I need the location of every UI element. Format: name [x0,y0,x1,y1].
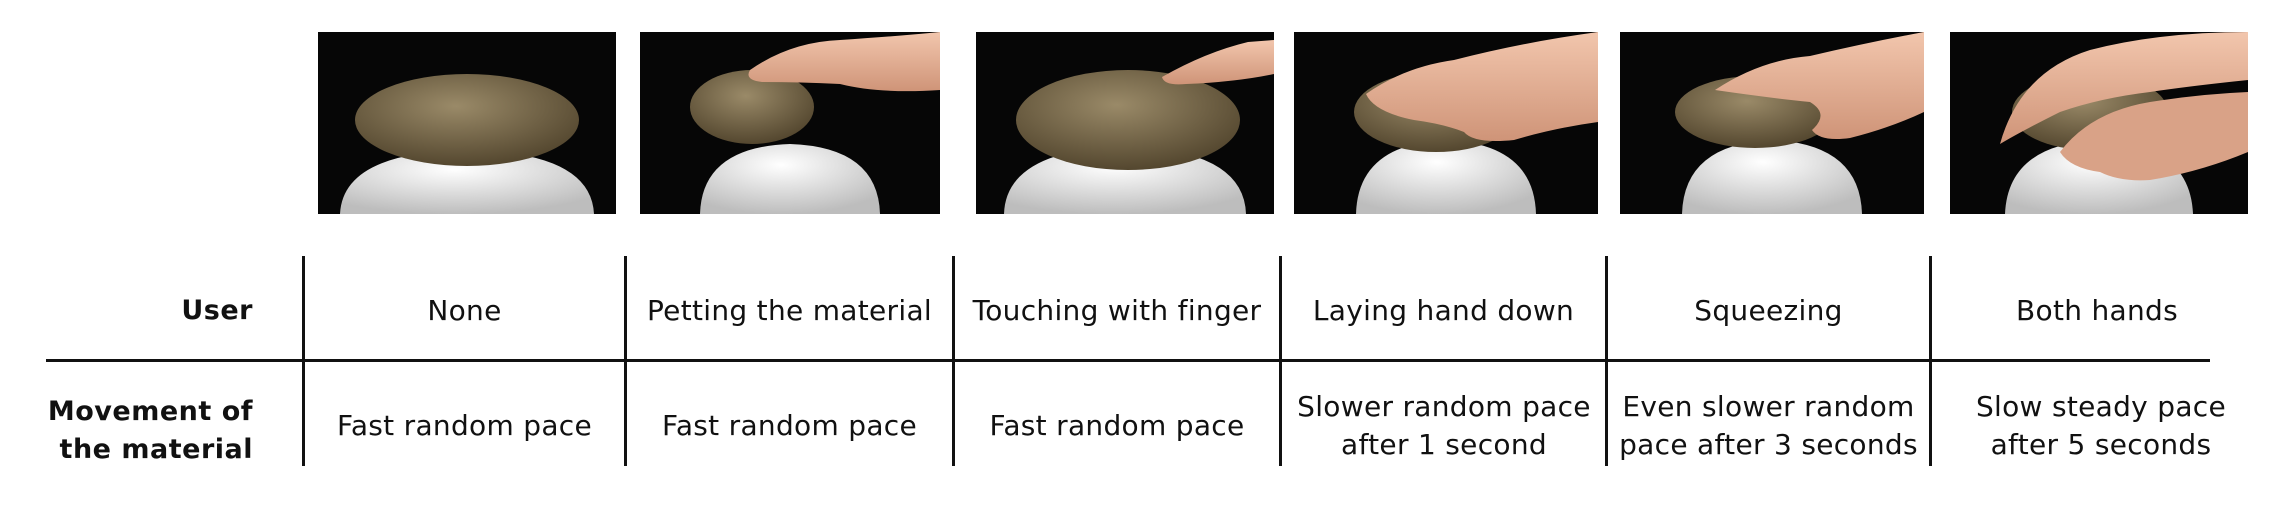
photo-hand-down [1294,32,1598,214]
photo-none [318,32,616,214]
user-cell: Squeezing [1694,294,1843,327]
felt-ball-finger-touch [1004,40,1274,214]
photo-finger [976,32,1274,214]
user-cell: Petting the material [647,294,932,327]
user-cell: None [427,294,502,327]
photo-petting [640,32,940,214]
user-cell: Laying hand down [1312,294,1575,327]
header-rule [46,359,2210,362]
felt-ball-both-hands [2000,32,2248,214]
photo-squeezing [1620,32,1924,214]
photo-both-hands [1950,32,2248,214]
row-label-user: User [181,295,253,326]
row-label-movement: Movement of the material [47,396,253,465]
user-cell: Both hands [2016,294,2178,327]
movement-cell: Fast random pace [989,409,1245,442]
movement-cell: Fast random pace [661,409,917,442]
felt-ball-squeezed [1675,32,1924,214]
felt-ball-no-hand [340,74,594,214]
movement-cell: Slower random pace after 1 second [1297,390,1591,461]
movement-cell: Even slower random pace after 3 seconds [1619,390,1918,461]
user-cell: Touching with finger [972,294,1262,327]
felt-ball-petting [690,32,940,214]
movement-cell: Fast random pace [336,409,592,442]
movement-cell: Slow steady pace after 5 seconds [1975,390,2227,461]
felt-ball-hand-laid [1354,32,1598,214]
